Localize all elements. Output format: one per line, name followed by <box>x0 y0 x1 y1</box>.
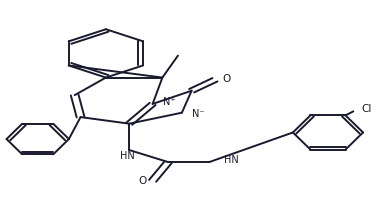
Text: O: O <box>139 176 147 186</box>
Text: Cl: Cl <box>362 104 372 114</box>
Text: N⁺: N⁺ <box>163 97 175 107</box>
Text: HN: HN <box>120 151 135 161</box>
Text: N⁻: N⁻ <box>192 109 204 119</box>
Text: HN: HN <box>224 155 239 165</box>
Text: O: O <box>222 74 231 84</box>
